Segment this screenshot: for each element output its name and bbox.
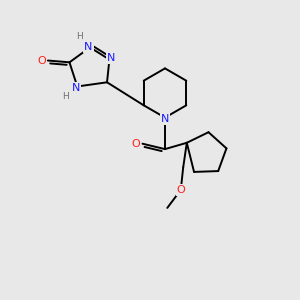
Text: H: H	[76, 32, 83, 41]
Text: N: N	[161, 114, 169, 124]
Text: O: O	[176, 185, 185, 195]
Text: O: O	[131, 139, 140, 149]
Text: N: N	[106, 53, 115, 63]
Text: H: H	[62, 92, 69, 101]
Text: N: N	[84, 42, 93, 52]
Text: O: O	[37, 56, 46, 65]
Text: N: N	[72, 83, 80, 93]
